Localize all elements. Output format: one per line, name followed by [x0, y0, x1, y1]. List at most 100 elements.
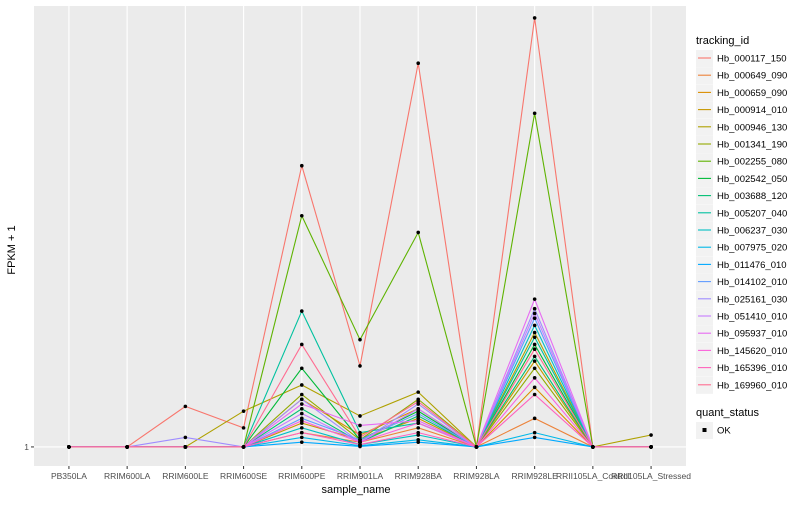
legend-item: Hb_000914_010: [696, 101, 787, 119]
legend-item: Hb_000946_130: [696, 118, 787, 136]
legend-label: Hb_000946_130: [717, 122, 787, 133]
axes-layer: PB350LA RRIM600LA RRIM600LE RRIM600SE RRIM60…: [24, 442, 691, 481]
data-point: [299, 342, 304, 347]
data-point: [299, 392, 304, 397]
data-point: [532, 392, 537, 397]
legend2-label: OK: [717, 426, 731, 437]
legend-item: Hb_014102_010: [696, 273, 787, 291]
legend-label: Hb_007975_020: [717, 243, 787, 254]
legend-label: Hb_000659_090: [717, 88, 787, 99]
legend-item: Hb_003688_120: [696, 187, 787, 205]
data-point: [532, 385, 537, 390]
data-point: [532, 297, 537, 301]
data-point: [532, 342, 537, 347]
legend2-title: quant_status: [696, 407, 759, 419]
data-point: [416, 399, 421, 404]
data-point: [299, 426, 304, 430]
legend2: OK: [696, 422, 731, 439]
data-point: [532, 335, 537, 340]
data-point: [416, 61, 421, 66]
data-point: [299, 406, 304, 411]
data-point: [532, 416, 537, 421]
data-point: [591, 445, 595, 449]
legend-item: Hb_006237_030: [696, 222, 787, 239]
legend2-item: OK: [696, 422, 731, 439]
data-point: [416, 426, 421, 430]
data-point: [416, 411, 421, 416]
data-point: [416, 421, 421, 425]
data-point: [532, 330, 537, 335]
data-point: [358, 414, 362, 418]
x-tick-label: RRIM928BA: [395, 471, 443, 481]
legend-title: tracking_id: [696, 35, 749, 47]
data-point: [532, 430, 537, 435]
legend-label: Hb_000914_010: [717, 105, 787, 116]
legend-item: Hb_169960_010: [696, 376, 787, 394]
data-point: [532, 354, 537, 359]
data-point: [532, 435, 537, 440]
data-point: [125, 445, 129, 449]
legend-item: Hb_002255_080: [696, 153, 787, 171]
legend-label: Hb_001341_190: [717, 140, 787, 151]
legend-item: Hb_000649_090: [696, 67, 787, 85]
legend-label: Hb_095937_010: [717, 329, 787, 340]
data-point: [241, 426, 246, 430]
x-tick-label: RRII105LA_Stressed: [611, 471, 691, 481]
legend-item: Hb_000117_150: [696, 50, 787, 67]
x-tick-label: PB350LA: [51, 471, 87, 481]
data-point: [532, 323, 537, 328]
data-point: [474, 445, 479, 449]
y-axis-title: FPKM + 1: [6, 225, 18, 274]
data-point: [358, 442, 362, 447]
data-point: [416, 430, 421, 435]
data-point: [532, 316, 537, 321]
legend-label: Hb_011476_010: [717, 260, 787, 271]
data-point: [299, 402, 304, 406]
data-point: [358, 364, 362, 368]
x-tick-label: RRII105LA_Control: [556, 471, 630, 481]
legend-item: Hb_145620_010: [696, 342, 787, 360]
data-point: [532, 347, 537, 352]
data-point: [241, 409, 246, 413]
data-point: [299, 430, 304, 435]
legend-label: Hb_000649_090: [717, 71, 787, 82]
legend-label: Hb_005207_040: [717, 208, 787, 219]
data-point: [299, 163, 304, 168]
legend2-key: [702, 428, 707, 432]
data-point: [67, 445, 71, 449]
legend-label: Hb_006237_030: [717, 226, 787, 237]
data-point: [299, 383, 304, 387]
legend-item: Hb_005207_040: [696, 204, 787, 222]
legend-item: Hb_025161_030: [696, 290, 787, 308]
data-point: [532, 359, 537, 363]
data-point: [299, 397, 304, 402]
points-layer: [67, 16, 653, 449]
x-tick-label: RRIM600PE: [278, 471, 326, 481]
data-point: [532, 16, 537, 20]
legend-item: Hb_002542_050: [696, 170, 787, 188]
legend-label: Hb_003688_120: [717, 191, 787, 202]
legend-item: Hb_007975_020: [696, 239, 787, 257]
data-point: [358, 423, 362, 428]
data-point: [183, 404, 188, 409]
x-tick-label: RRIM928LE: [511, 471, 558, 481]
legend-label: Hb_002255_080: [717, 157, 787, 168]
data-point: [299, 435, 304, 440]
legend-label: Hb_051410_010: [717, 312, 787, 323]
data-point: [532, 376, 537, 380]
data-point: [299, 418, 304, 423]
y-tick-label: 1: [24, 442, 29, 452]
legend-label: Hb_002542_050: [717, 174, 787, 185]
legend-label: Hb_025161_030: [717, 294, 787, 305]
data-point: [532, 366, 537, 371]
legend-label: Hb_165396_010: [717, 363, 787, 374]
legend: Hb_000117_150 Hb_000649_090 Hb_000659_090 H…: [696, 50, 787, 394]
grid-layer: [34, 6, 686, 466]
data-point: [183, 445, 188, 449]
x-tick-label: RRIM928LA: [453, 471, 500, 481]
data-point: [416, 440, 421, 444]
data-point: [299, 213, 304, 218]
legend-item: Hb_051410_010: [696, 308, 787, 325]
